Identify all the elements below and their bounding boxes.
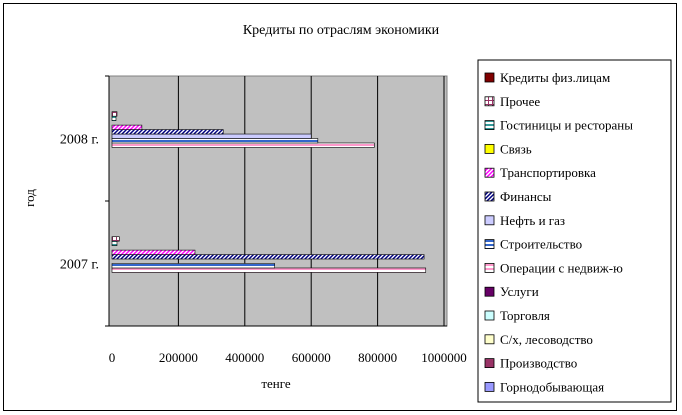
bar xyxy=(111,133,312,139)
bar xyxy=(111,236,120,242)
legend-box xyxy=(477,59,672,403)
bar xyxy=(111,249,196,255)
legend-swatch xyxy=(484,72,495,83)
legend-swatch xyxy=(484,310,495,321)
legend-swatch xyxy=(484,239,495,250)
y-category-label: 2008 г. xyxy=(60,133,99,148)
bar xyxy=(111,124,143,130)
bars xyxy=(111,111,427,273)
bar xyxy=(111,111,118,117)
legend-swatch xyxy=(484,286,495,297)
bar xyxy=(111,254,425,260)
x-tick-label: 200000 xyxy=(159,350,198,365)
legend-label: Услуги xyxy=(500,284,539,299)
x-tick-label: 800000 xyxy=(358,350,397,365)
axes xyxy=(105,75,447,327)
legend-label: Связь xyxy=(500,141,532,156)
legend-swatch xyxy=(484,96,495,107)
x-tick-labels: 0 200000 400000 600000 800000 1000000 xyxy=(109,350,467,365)
chart-title: Кредиты по отраслям экономики xyxy=(243,23,440,38)
bar-chart: Кредиты по отраслям экономики 0 200000 400… xyxy=(22,23,672,403)
legend-swatch xyxy=(484,215,495,226)
x-tick-label: 0 xyxy=(109,350,116,365)
legend-label: Операции с недвиж-ю xyxy=(500,260,623,275)
x-axis-label: тенге xyxy=(261,376,291,391)
bar xyxy=(111,267,427,273)
bar xyxy=(111,115,117,121)
legend-swatch xyxy=(484,191,495,202)
y-category-label: 2007 г. xyxy=(60,258,99,273)
legend-label: Горнодобывающая xyxy=(500,379,604,394)
x-tick-label: 600000 xyxy=(292,350,331,365)
legend-label: Финансы xyxy=(500,189,552,204)
bar xyxy=(111,142,375,148)
legend-label: Нефть и газ xyxy=(500,213,565,228)
legend-swatch xyxy=(484,120,495,130)
gridlines xyxy=(177,76,445,326)
chart-frame: Кредиты по отраслям экономики 0 200000 400… xyxy=(3,3,677,411)
legend-label: Транспортировка xyxy=(500,165,596,180)
legend-label: Производство xyxy=(500,356,577,371)
plot-area xyxy=(108,75,448,327)
legend-swatch xyxy=(484,358,495,369)
legend-label: С/х, лесоводство xyxy=(500,332,593,347)
x-tick-label: 1000000 xyxy=(421,350,467,365)
legend-swatch xyxy=(484,334,495,345)
bar xyxy=(111,138,319,144)
legend-label: Строительство xyxy=(500,237,582,252)
legend: Кредиты физ.лицам Прочее Гостиницы и ресто… xyxy=(477,59,672,403)
legend-label: Прочее xyxy=(500,94,540,109)
legend-swatch xyxy=(484,381,495,392)
legend-swatch xyxy=(484,143,495,154)
legend-label: Кредиты физ.лицам xyxy=(500,70,610,85)
legend-swatch xyxy=(484,262,495,273)
legend-label: Гостиницы и рестораны xyxy=(500,118,633,133)
bar xyxy=(111,263,275,269)
bar xyxy=(111,129,224,135)
bar xyxy=(111,240,118,246)
legend-label: Торговля xyxy=(500,308,550,323)
y-category-labels: 2007 г. 2008 г. xyxy=(60,133,99,273)
x-tick-label: 400000 xyxy=(225,350,264,365)
legend-swatch xyxy=(484,167,495,178)
y-axis-label: год xyxy=(22,189,37,207)
